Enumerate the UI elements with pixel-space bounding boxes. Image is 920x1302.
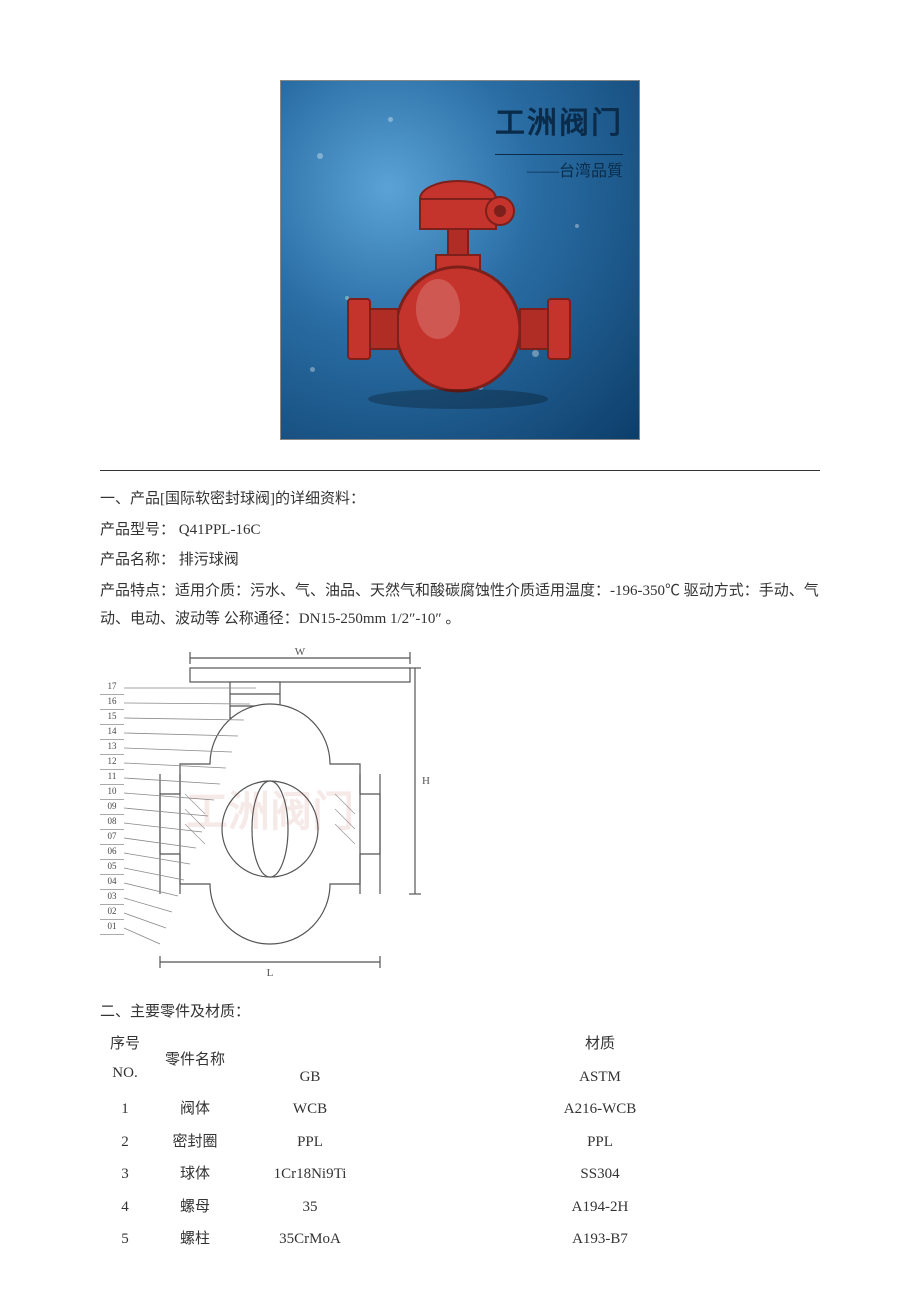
- table-row: 3球体1Cr18Ni9TiSS304: [100, 1158, 820, 1191]
- valve-illustration: [330, 159, 590, 419]
- th-material: [240, 1028, 380, 1061]
- section-2-heading: 二、主要零件及材质：: [100, 998, 820, 1027]
- callout-14: 14: [100, 725, 124, 740]
- name-value: 排污球阀: [179, 552, 239, 568]
- callout-09: 09: [100, 800, 124, 815]
- cell-astm: A194-2H: [380, 1191, 820, 1224]
- cell-name: 密封圈: [150, 1126, 240, 1159]
- model-label: 产品型号：: [100, 522, 175, 538]
- diagram-watermark: 工洲阀门: [186, 774, 354, 854]
- callout-17: 17: [100, 680, 124, 695]
- th-gb: GB: [240, 1061, 380, 1094]
- parts-table-head: 序号 NO. 零件名称 材质 GB ASTM: [100, 1028, 820, 1093]
- th-no: 序号 NO.: [100, 1028, 150, 1093]
- cell-name: 螺柱: [150, 1223, 240, 1256]
- features-text: 产品特点：适用介质：污水、气、油品、天然气和酸碳腐蚀性介质适用温度：-196-3…: [100, 577, 820, 634]
- cell-no: 2: [100, 1126, 150, 1159]
- callout-16: 16: [100, 695, 124, 710]
- cell-astm: SS304: [380, 1158, 820, 1191]
- callout-10: 10: [100, 785, 124, 800]
- th-no-line2: NO.: [106, 1059, 144, 1088]
- callout-12: 12: [100, 755, 124, 770]
- cell-no: 4: [100, 1191, 150, 1224]
- dim-h-label: H: [422, 775, 430, 787]
- dim-l-label: L: [267, 967, 274, 979]
- name-label: 产品名称：: [100, 552, 175, 568]
- cell-gb: 1Cr18Ni9Ti: [240, 1158, 380, 1191]
- table-row: 5螺柱35CrMoAA193-B7: [100, 1223, 820, 1256]
- callout-13: 13: [100, 740, 124, 755]
- parts-table-body: 1阀体WCBA216-WCB2密封圈PPLPPL3球体1Cr18Ni9TiSS3…: [100, 1093, 820, 1256]
- th-material-span: 材质: [380, 1028, 820, 1061]
- callout-01: 01: [100, 920, 124, 935]
- callout-05: 05: [100, 860, 124, 875]
- cell-no: 3: [100, 1158, 150, 1191]
- name-row: 产品名称： 排污球阀: [100, 546, 820, 575]
- th-astm: ASTM: [380, 1061, 820, 1094]
- cell-name: 螺母: [150, 1191, 240, 1224]
- model-value: Q41PPL-16C: [179, 522, 261, 538]
- cell-name: 球体: [150, 1158, 240, 1191]
- callout-06: 06: [100, 845, 124, 860]
- th-name: 零件名称: [150, 1028, 240, 1093]
- cell-gb: WCB: [240, 1093, 380, 1126]
- diagram-callout-column: 0102030405060708091011121314151617: [100, 680, 124, 935]
- cell-astm: A193-B7: [380, 1223, 820, 1256]
- callout-08: 08: [100, 815, 124, 830]
- section-1: 一、产品[国际软密封球阀]的详细资料： 产品型号： Q41PPL-16C 产品名…: [100, 485, 820, 634]
- callout-07: 07: [100, 830, 124, 845]
- table-row: 2密封圈PPLPPL: [100, 1126, 820, 1159]
- cell-gb: 35CrMoA: [240, 1223, 380, 1256]
- th-no-line1: 序号: [106, 1030, 144, 1059]
- divider: [100, 470, 820, 471]
- table-row: 4螺母35A194-2H: [100, 1191, 820, 1224]
- cell-gb: 35: [240, 1191, 380, 1224]
- parts-table: 序号 NO. 零件名称 材质 GB ASTM 1阀体WCBA216-WCB2密封…: [100, 1028, 820, 1256]
- product-photo: 工洲阀门 ——台湾品質: [280, 80, 640, 440]
- cell-no: 5: [100, 1223, 150, 1256]
- model-row: 产品型号： Q41PPL-16C: [100, 516, 820, 545]
- cell-gb: PPL: [240, 1126, 380, 1159]
- dim-w-label: W: [295, 646, 306, 658]
- cell-no: 1: [100, 1093, 150, 1126]
- callout-04: 04: [100, 875, 124, 890]
- technical-diagram: 工洲阀门 0102030405060708091011121314151617 …: [100, 644, 440, 984]
- brand-name: 工洲阀门: [495, 95, 623, 152]
- section-1-heading: 一、产品[国际软密封球阀]的详细资料：: [100, 485, 820, 514]
- callout-15: 15: [100, 710, 124, 725]
- cell-astm: PPL: [380, 1126, 820, 1159]
- callout-11: 11: [100, 770, 124, 785]
- cell-name: 阀体: [150, 1093, 240, 1126]
- callout-03: 03: [100, 890, 124, 905]
- callout-02: 02: [100, 905, 124, 920]
- cell-astm: A216-WCB: [380, 1093, 820, 1126]
- table-row: 1阀体WCBA216-WCB: [100, 1093, 820, 1126]
